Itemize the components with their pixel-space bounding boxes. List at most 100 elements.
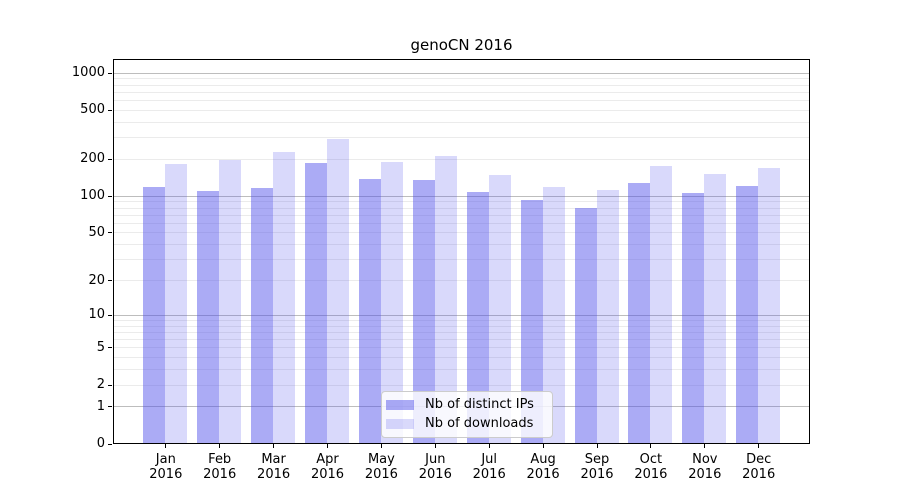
x-tick-mark — [542, 444, 544, 448]
bar-distinct-ips — [628, 182, 651, 443]
bar-distinct-ips — [736, 186, 759, 443]
x-tick-month: Jul — [481, 452, 498, 467]
x-tick-label: Sep 2016 — [569, 452, 625, 482]
y-tick-mark — [108, 406, 112, 408]
x-tick-mark — [758, 444, 760, 448]
gridline-minor — [114, 325, 809, 327]
y-tick-label: 5 — [96, 339, 105, 355]
x-tick-label: Apr 2016 — [300, 452, 356, 482]
bar-downloads — [704, 174, 727, 443]
gridline-minor — [114, 109, 809, 111]
legend-swatch-downloads — [386, 418, 414, 429]
gridline-minor — [114, 319, 809, 321]
y-tick-label: 50 — [88, 224, 105, 240]
gridline-minor — [114, 244, 809, 246]
x-tick-month: Aug — [530, 452, 556, 467]
y-tick-mark — [108, 158, 112, 160]
x-tick-year: 2016 — [580, 467, 614, 482]
gridline-minor — [114, 214, 809, 216]
bar-downloads — [758, 168, 781, 443]
x-tick-year: 2016 — [257, 467, 291, 482]
x-tick-mark — [650, 444, 652, 448]
bar-downloads — [165, 163, 188, 443]
y-tick-label: 500 — [80, 102, 105, 118]
x-tick-month: Apr — [316, 452, 339, 467]
x-tick-year: 2016 — [634, 467, 668, 482]
bar-distinct-ips — [143, 187, 166, 443]
bar-distinct-ips — [251, 188, 274, 443]
bar-distinct-ips — [358, 179, 381, 443]
x-tick-label: Dec 2016 — [731, 452, 787, 482]
x-tick-mark — [327, 444, 328, 448]
x-tick-label: May 2016 — [353, 452, 409, 482]
chart-title: genoCN 2016 — [410, 36, 513, 54]
x-tick-label: Mar 2016 — [246, 452, 302, 482]
x-tick-year: 2016 — [310, 467, 345, 482]
x-tick-mark — [704, 444, 706, 448]
gridline-minor — [114, 259, 809, 261]
gridline-minor — [114, 222, 809, 224]
gridline-minor — [114, 99, 809, 101]
bar-downloads — [434, 155, 457, 443]
y-tick-mark — [108, 314, 112, 316]
x-tick-label: Oct 2016 — [623, 452, 679, 482]
legend-swatch-distinct-ips — [386, 399, 414, 410]
x-tick-label: Nov 2016 — [677, 452, 733, 482]
x-tick-label: Jan 2016 — [138, 452, 194, 482]
gridline-minor — [114, 347, 809, 349]
bar-downloads — [542, 186, 565, 443]
legend-item-downloads: Nb of downloads — [386, 415, 546, 432]
bar-distinct-ips — [520, 200, 543, 443]
x-tick-label: Jul 2016 — [461, 452, 517, 482]
y-tick-mark — [108, 195, 112, 197]
bar-downloads — [596, 190, 619, 443]
y-tick-mark — [108, 280, 112, 281]
y-tick-label: 0 — [96, 436, 105, 451]
gridline-minor — [114, 78, 809, 80]
gridline-minor — [114, 331, 809, 333]
legend-label-downloads: Nb of downloads — [425, 416, 534, 431]
y-tick-mark — [108, 384, 112, 386]
bar-downloads — [273, 152, 296, 443]
x-tick-mark — [434, 444, 436, 448]
x-tick-label: Aug 2016 — [515, 452, 571, 482]
y-tick-label: 100 — [80, 188, 105, 204]
x-tick-year: 2016 — [688, 467, 722, 482]
x-tick-month: Mar — [261, 452, 286, 467]
gridline-minor — [114, 280, 809, 281]
gridline-minor — [114, 201, 809, 203]
x-tick-year: 2016 — [526, 467, 560, 482]
y-tick-label: 20 — [88, 272, 105, 288]
x-tick-mark — [596, 444, 598, 448]
gridline-minor — [114, 158, 809, 160]
x-tick-label: Feb 2016 — [192, 452, 248, 482]
x-tick-year: 2016 — [203, 467, 237, 482]
x-tick-year: 2016 — [364, 467, 398, 482]
y-tick-label: 200 — [80, 151, 105, 167]
bar-distinct-ips — [197, 190, 220, 443]
x-tick-label: Jun 2016 — [407, 452, 463, 482]
legend-item-distinct-ips: Nb of distinct IPs — [386, 396, 546, 413]
y-tick-mark — [108, 109, 112, 111]
x-tick-month: Feb — [208, 452, 232, 467]
y-tick-mark — [108, 72, 112, 74]
x-tick-mark — [165, 444, 167, 448]
x-tick-month: Oct — [639, 452, 663, 467]
x-tick-mark — [219, 444, 221, 448]
bar-distinct-ips — [466, 192, 489, 443]
bar-downloads — [219, 159, 242, 443]
bar-distinct-ips — [412, 180, 435, 443]
x-tick-month: Jan — [155, 452, 176, 467]
bar-downloads — [650, 165, 673, 443]
gridline-minor — [114, 84, 809, 86]
x-tick-mark — [380, 444, 382, 448]
bar-distinct-ips — [682, 192, 705, 443]
gridline-major — [114, 314, 809, 316]
x-tick-month: May — [367, 452, 395, 467]
y-tick-mark — [108, 443, 112, 445]
gridline-minor — [114, 207, 809, 209]
x-tick-month: Jun — [425, 452, 446, 467]
bar-downloads — [488, 174, 511, 443]
gridline-minor — [114, 137, 809, 138]
